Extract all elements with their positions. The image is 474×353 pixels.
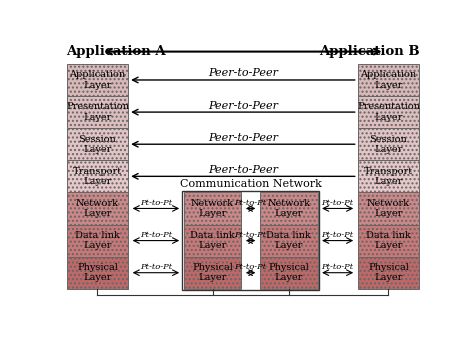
- Text: Pt-to-Pt: Pt-to-Pt: [321, 199, 354, 207]
- Bar: [260, 257, 318, 289]
- Bar: [358, 192, 419, 225]
- Text: Session
Layer: Session Layer: [79, 134, 116, 154]
- Bar: [358, 160, 419, 192]
- Bar: [183, 192, 241, 225]
- Text: Physical
Layer: Physical Layer: [77, 263, 118, 282]
- Text: Pt-to-Pt: Pt-to-Pt: [321, 263, 354, 271]
- Text: Peer-to-Peer: Peer-to-Peer: [208, 101, 278, 110]
- Text: Pt-to-Pt: Pt-to-Pt: [235, 263, 267, 271]
- Text: Network
Layer: Network Layer: [267, 199, 310, 218]
- Text: Network
Layer: Network Layer: [367, 199, 410, 218]
- Bar: [358, 128, 419, 160]
- Text: Peer-to-Peer: Peer-to-Peer: [208, 68, 278, 78]
- Text: Session
Layer: Session Layer: [370, 134, 407, 154]
- Text: Network
Layer: Network Layer: [76, 199, 119, 218]
- Text: Pt-to-Pt: Pt-to-Pt: [235, 199, 267, 207]
- Text: Pt-to-Pt: Pt-to-Pt: [140, 263, 172, 271]
- Bar: [183, 257, 241, 289]
- Text: Pt-to-Pt: Pt-to-Pt: [321, 231, 354, 239]
- Text: Transport
Layer: Transport Layer: [73, 167, 122, 186]
- Bar: [66, 128, 128, 160]
- Bar: [260, 225, 318, 257]
- Text: Physical
Layer: Physical Layer: [192, 263, 233, 282]
- Bar: [66, 225, 128, 257]
- Bar: [358, 225, 419, 257]
- Text: Pt-to-Pt: Pt-to-Pt: [235, 231, 267, 239]
- Text: Transport
Layer: Transport Layer: [364, 167, 413, 186]
- Bar: [183, 225, 241, 257]
- Text: Application
Layer: Application Layer: [360, 70, 417, 90]
- Bar: [66, 257, 128, 289]
- Text: Data link
Layer: Data link Layer: [75, 231, 120, 250]
- Text: Communication Network: Communication Network: [180, 179, 321, 189]
- Bar: [66, 64, 128, 96]
- Text: Data link
Layer: Data link Layer: [366, 231, 411, 250]
- Bar: [358, 64, 419, 96]
- Bar: [358, 257, 419, 289]
- Text: Peer-to-Peer: Peer-to-Peer: [208, 165, 278, 175]
- Bar: [66, 160, 128, 192]
- Text: Pt-to-Pt: Pt-to-Pt: [140, 199, 172, 207]
- Text: Pt-to-Pt: Pt-to-Pt: [140, 231, 172, 239]
- Text: Presentation
Layer: Presentation Layer: [357, 102, 420, 122]
- Bar: [260, 192, 318, 225]
- Text: Presentation
Layer: Presentation Layer: [66, 102, 129, 122]
- Text: Data link
Layer: Data link Layer: [266, 231, 311, 250]
- Text: Application
Layer: Application Layer: [69, 70, 126, 90]
- Text: Physical
Layer: Physical Layer: [368, 263, 409, 282]
- Text: Peer-to-Peer: Peer-to-Peer: [208, 133, 278, 143]
- Text: Data link
Layer: Data link Layer: [190, 231, 235, 250]
- Bar: [66, 192, 128, 225]
- Bar: [182, 191, 319, 290]
- Text: Application A: Application A: [66, 45, 166, 58]
- Text: Physical
Layer: Physical Layer: [268, 263, 309, 282]
- Bar: [358, 96, 419, 128]
- Text: Network
Layer: Network Layer: [191, 199, 234, 218]
- Text: Application B: Application B: [319, 45, 419, 58]
- Bar: [66, 96, 128, 128]
